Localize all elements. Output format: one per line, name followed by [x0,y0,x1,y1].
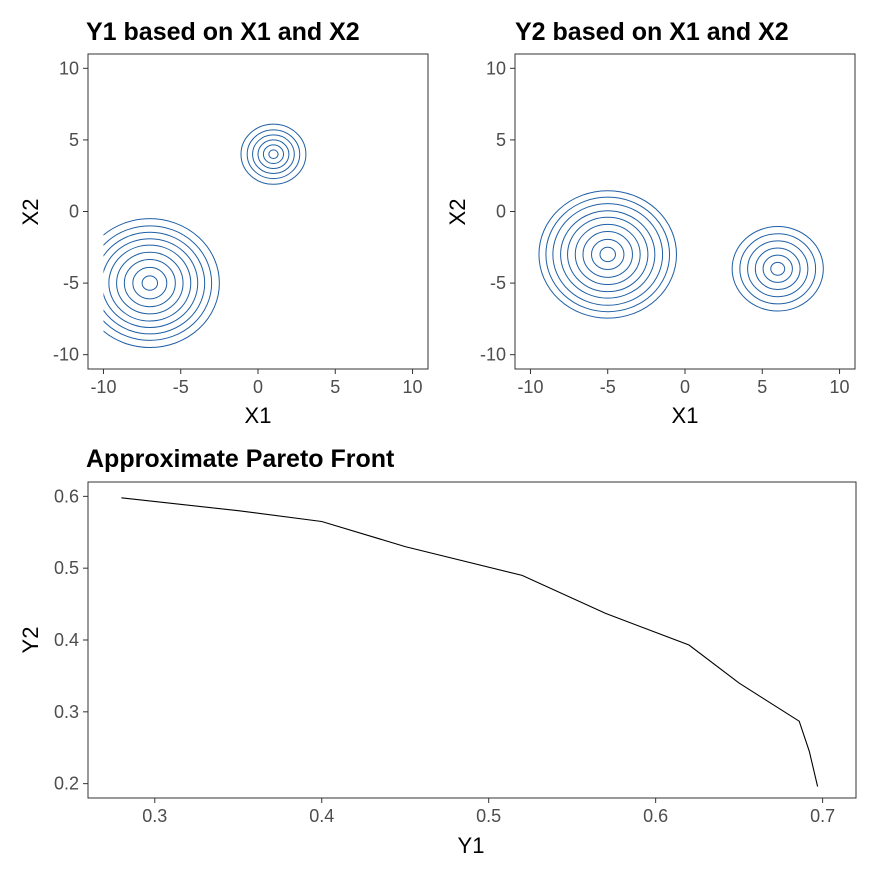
pareto-plot-frame [87,481,857,799]
y-tick-label: 0 [69,202,79,222]
contour-line-peak-1 [582,231,633,278]
contour-line-peak-2 [252,134,295,175]
contour-line-peak-1 [132,266,168,300]
y-tick-label: 10 [59,58,79,78]
panel-y1-x-axis-label: X1 [245,403,272,428]
contour-line-peak-2 [257,139,290,170]
x-tick-label: 5 [757,377,767,397]
pareto-x-ticks: 0.3 0.4 0.5 0.6 0.7 [142,798,835,826]
x-tick-label: -5 [173,377,189,397]
panel-y2-contour: Y2 based on X1 and X2 -10 -5 0 5 10 -10 -5 0 5 1… [445,18,856,428]
panel-y1-plot-frame [87,53,429,370]
panel-y2-y-axis-label: X2 [445,199,470,226]
y-tick-label: 0.2 [54,774,79,794]
contour-line-peak-1 [103,225,213,341]
contour-line-peak-1 [103,238,199,328]
contour-line-peak-1 [538,190,678,319]
contour-line-peak-2 [762,254,793,283]
x-tick-label: 0.7 [810,806,835,826]
contour-line-peak-2 [731,226,824,312]
x-tick-label: 0 [680,377,690,397]
pareto-front-line [121,497,819,787]
pareto-series [121,497,819,787]
panel-y1-y-ticks: -10 -5 0 5 10 [53,58,88,365]
contour-line-peak-1 [103,231,206,335]
contour-line-peak-2 [754,247,801,291]
panel-y1-contour: Y1 based on X1 and X2 -10 -5 0 5 10 -10 -5 0 5 1… [18,18,429,428]
panel-y1-title: Y1 based on X1 and X2 [86,18,360,46]
y-tick-label: -5 [63,273,79,293]
x-tick-label: 0.4 [309,806,334,826]
y-tick-label: 0.6 [54,486,79,506]
panel-y2-x-ticks: -10 -5 0 5 10 [517,369,850,397]
panel-y1-x-ticks: -10 -5 0 5 10 [90,369,423,397]
y-tick-label: -10 [480,345,506,365]
contour-line-peak-2 [240,123,307,185]
contour-line-peak-1 [552,203,664,306]
panel-y2-y-ticks: -10 -5 0 5 10 [480,58,515,365]
x-tick-label: -5 [600,377,616,397]
panel-y2-contours [538,190,824,319]
y-tick-label: 0.5 [54,558,79,578]
contour-line-peak-2 [739,233,817,305]
x-tick-label: -10 [517,377,543,397]
contour-line-peak-1 [103,218,220,349]
contour-line-peak-1 [574,223,641,286]
y-tick-label: 10 [486,58,506,78]
pareto-title: Approximate Pareto Front [86,445,395,473]
contour-line-peak-1 [567,216,649,293]
x-tick-label: 0.6 [643,806,668,826]
panel-y2-title: Y2 based on X1 and X2 [515,18,789,46]
pareto-x-axis-label: Y1 [458,833,485,858]
x-tick-label: 0.5 [476,806,501,826]
contour-line-peak-2 [268,149,279,160]
panel-y1-contours [103,123,307,349]
y-tick-label: -10 [53,345,79,365]
pareto-y-ticks: 0.2 0.3 0.4 0.5 0.6 [54,486,88,794]
contour-line-peak-1 [599,246,616,263]
x-tick-label: 0 [253,377,263,397]
y-tick-label: 5 [496,130,506,150]
contour-line-peak-2 [747,240,809,298]
contour-line-peak-1 [545,196,671,313]
x-tick-label: 10 [403,377,423,397]
panel-y2-plot-frame [514,53,856,370]
y-tick-label: 0 [496,202,506,222]
contour-line-peak-1 [108,244,192,322]
y-tick-label: -5 [490,273,506,293]
contour-line-peak-1 [141,275,159,291]
contour-line-peak-1 [123,258,176,308]
y-tick-label: 0.4 [54,630,79,650]
y-tick-label: 5 [69,130,79,150]
x-tick-label: -10 [90,377,116,397]
contour-line-peak-1 [591,238,625,270]
panel-y1-y-axis-label: X2 [18,199,43,226]
panel-pareto-front: Approximate Pareto Front 0.3 0.4 0.5 0.6 0.7… [18,445,857,858]
panel-y2-x-axis-label: X1 [672,403,699,428]
contour-line-peak-2 [246,129,301,180]
pareto-y-axis-label: Y2 [18,627,43,654]
x-tick-label: 0.3 [142,806,167,826]
x-tick-label: 5 [330,377,340,397]
contour-line-peak-2 [262,144,285,165]
contour-line-peak-2 [770,261,786,276]
contour-line-peak-1 [116,251,184,315]
y-tick-label: 0.3 [54,702,79,722]
x-tick-label: 10 [830,377,850,397]
contour-line-peak-1 [560,210,656,299]
